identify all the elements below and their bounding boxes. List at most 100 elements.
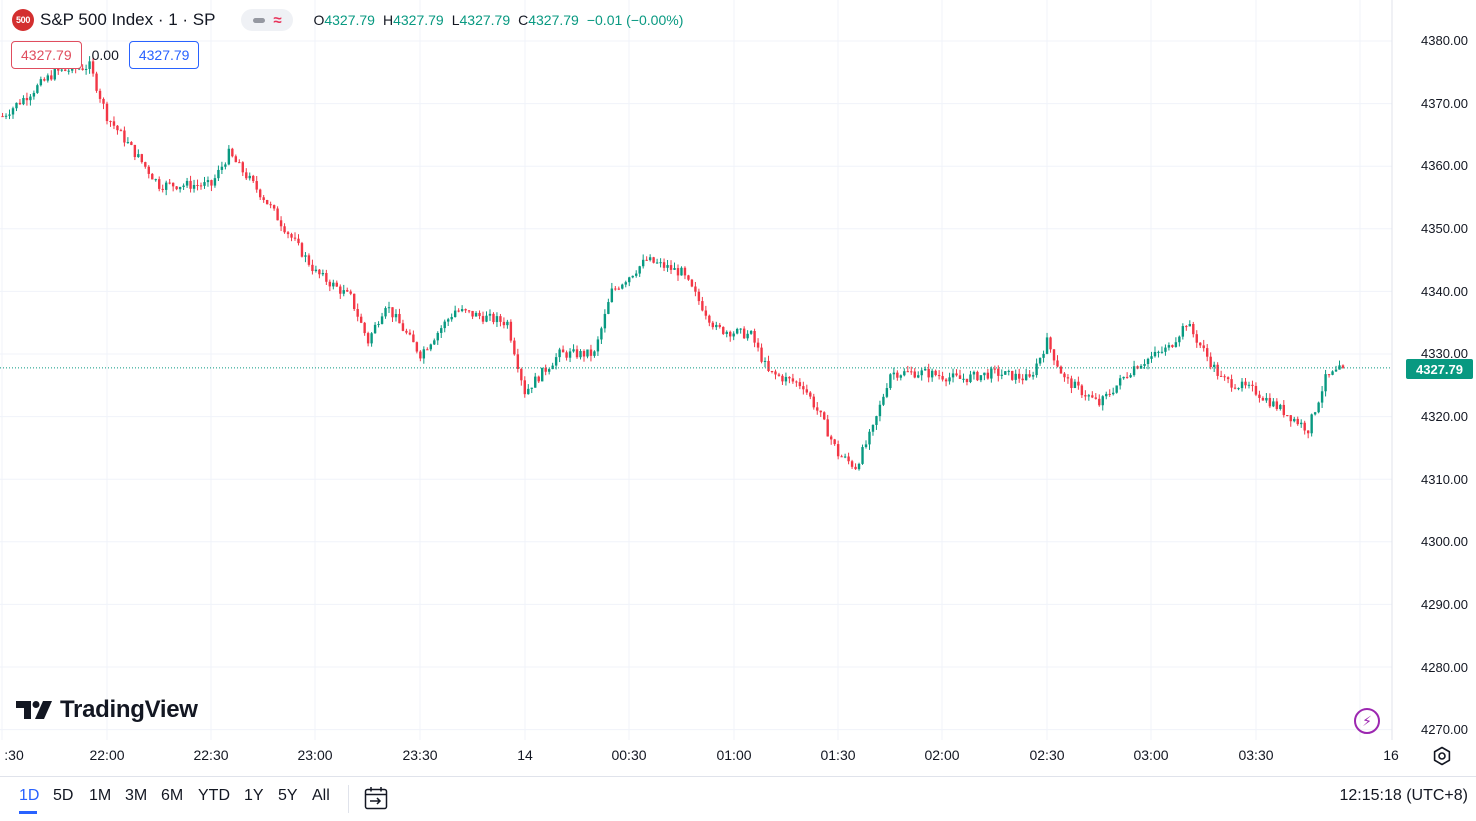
candle-body bbox=[1199, 342, 1202, 346]
candle bbox=[976, 370, 979, 382]
candle bbox=[561, 345, 565, 353]
candle bbox=[164, 180, 168, 196]
time-tick: 00:30 bbox=[611, 747, 647, 763]
candle-body bbox=[1174, 342, 1178, 347]
candle-body bbox=[1049, 337, 1052, 350]
range-1y-button[interactable]: 1Y bbox=[244, 787, 264, 804]
candle bbox=[833, 438, 836, 446]
candle-body bbox=[690, 279, 694, 287]
candle bbox=[1310, 413, 1313, 437]
gear-icon[interactable] bbox=[1430, 744, 1454, 768]
candle bbox=[607, 298, 610, 315]
candle bbox=[1108, 389, 1111, 397]
candle bbox=[1011, 370, 1014, 381]
candle-body bbox=[29, 96, 32, 101]
candle bbox=[1063, 372, 1066, 382]
candle bbox=[325, 269, 328, 285]
tradingview-logo[interactable]: TradingView bbox=[16, 696, 198, 724]
time-tick: 23:00 bbox=[297, 747, 333, 763]
candle-body bbox=[809, 392, 812, 397]
range-1m-button[interactable]: 1M bbox=[89, 787, 112, 804]
candle bbox=[32, 90, 36, 100]
candle bbox=[544, 364, 547, 376]
candle bbox=[777, 372, 781, 377]
candle-body bbox=[213, 178, 217, 186]
range-3m-button[interactable]: 3M bbox=[125, 787, 148, 804]
candle bbox=[1272, 398, 1275, 408]
candle-body bbox=[934, 370, 937, 376]
clock[interactable]: 12:15:18 (UTC+8) bbox=[1339, 787, 1468, 804]
symbol-title[interactable]: S&P 500 Index · 1 · SP bbox=[40, 10, 216, 29]
range-6m-button[interactable]: 6M bbox=[161, 787, 184, 804]
close-value: 4327.79 bbox=[528, 12, 579, 28]
range-5y-button[interactable]: 5Y bbox=[278, 787, 298, 804]
calendar-goto-icon[interactable] bbox=[362, 784, 390, 812]
sell-button[interactable]: 4327.79 bbox=[11, 41, 82, 69]
candle bbox=[1084, 390, 1087, 401]
candle bbox=[1014, 369, 1017, 384]
status-pill[interactable]: ≈ bbox=[241, 9, 294, 31]
candle bbox=[321, 269, 325, 277]
candle-body bbox=[300, 243, 304, 257]
candle-body bbox=[1021, 378, 1024, 381]
candle bbox=[520, 367, 523, 386]
range-1d-button[interactable]: 1D bbox=[19, 787, 40, 804]
candle-body bbox=[46, 75, 50, 81]
candle-body bbox=[1122, 376, 1125, 379]
candle bbox=[955, 369, 958, 377]
candle bbox=[586, 349, 589, 359]
price-tick: 4340.00 bbox=[1421, 284, 1468, 299]
candle bbox=[847, 452, 850, 465]
range-all-button[interactable]: All bbox=[312, 787, 330, 804]
candle bbox=[426, 347, 429, 351]
candle bbox=[15, 102, 18, 112]
candle-body bbox=[1327, 374, 1331, 376]
candle bbox=[774, 369, 777, 380]
candle bbox=[697, 288, 701, 305]
range-5d-button[interactable]: 5D bbox=[53, 787, 74, 804]
candle-body bbox=[182, 185, 185, 187]
candle-body bbox=[25, 97, 29, 101]
legend: 500 S&P 500 Index · 1 · SP ≈ O4327.79 H4… bbox=[12, 8, 683, 32]
candle bbox=[286, 230, 290, 239]
candle bbox=[1139, 364, 1143, 369]
candle-body bbox=[1334, 369, 1338, 372]
candle bbox=[861, 444, 864, 465]
candle bbox=[923, 366, 927, 371]
candle bbox=[889, 373, 892, 390]
candle bbox=[1066, 374, 1070, 384]
candle-body bbox=[962, 378, 965, 380]
candle bbox=[199, 182, 203, 190]
candle bbox=[575, 345, 579, 359]
candle bbox=[767, 355, 770, 373]
candle bbox=[948, 372, 951, 385]
candle-body bbox=[976, 371, 979, 381]
candle-body bbox=[965, 378, 969, 383]
candle bbox=[401, 319, 405, 332]
price-tick: 4330.00 bbox=[1421, 346, 1468, 361]
time-tick: :30 bbox=[4, 747, 24, 763]
buy-button[interactable]: 4327.79 bbox=[128, 41, 200, 69]
candle-body bbox=[662, 262, 666, 268]
candle-body bbox=[1212, 364, 1216, 367]
candle bbox=[993, 365, 997, 374]
candle bbox=[885, 383, 889, 399]
candle bbox=[1038, 357, 1042, 366]
candle bbox=[1233, 384, 1237, 390]
time-tick: 02:30 bbox=[1029, 747, 1065, 763]
range-ytd-button[interactable]: YTD bbox=[198, 787, 230, 804]
lightning-icon[interactable]: ⚡ bbox=[1354, 708, 1380, 734]
candle bbox=[255, 176, 258, 193]
candle bbox=[84, 64, 88, 75]
candle-body bbox=[1024, 374, 1028, 381]
candle bbox=[488, 309, 492, 321]
candle bbox=[903, 368, 906, 377]
candle-body bbox=[882, 396, 885, 405]
candle-body bbox=[485, 315, 488, 322]
candle-body bbox=[1306, 430, 1310, 434]
candle-body bbox=[878, 404, 882, 417]
candle bbox=[635, 270, 638, 278]
candle bbox=[391, 307, 394, 323]
candle-body bbox=[1320, 391, 1324, 403]
